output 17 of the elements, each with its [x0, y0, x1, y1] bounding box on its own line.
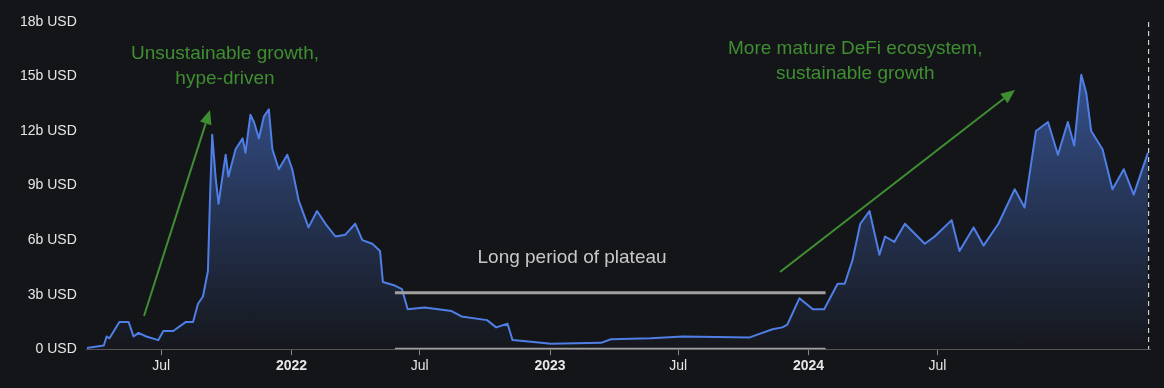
x-tick-label: 2024 [793, 357, 825, 374]
x-tick-label: Jul [152, 357, 171, 374]
annotation: More mature DeFi ecosystem, sustainable growth [728, 36, 983, 85]
y-tick-label: 0 USD [35, 340, 77, 357]
x-tick-label: Jul [669, 357, 688, 374]
y-tick-label: 6b USD [27, 230, 77, 247]
x-tick-label: 2023 [534, 357, 566, 374]
x-tick-label: Jul [928, 357, 947, 374]
y-tick-label: 15b USD [19, 67, 77, 84]
y-tick-label: 9b USD [27, 176, 77, 193]
x-tick-label: Jul [410, 357, 429, 374]
y-tick-label: 18b USD [19, 12, 77, 29]
y-tick-label: 3b USD [27, 285, 77, 302]
y-tick-label: 12b USD [19, 121, 77, 138]
annotation: Long period of plateau [477, 245, 667, 269]
annotation: Unsustainable growth, hype-driven [131, 41, 319, 90]
x-tick-label: 2022 [275, 357, 308, 374]
